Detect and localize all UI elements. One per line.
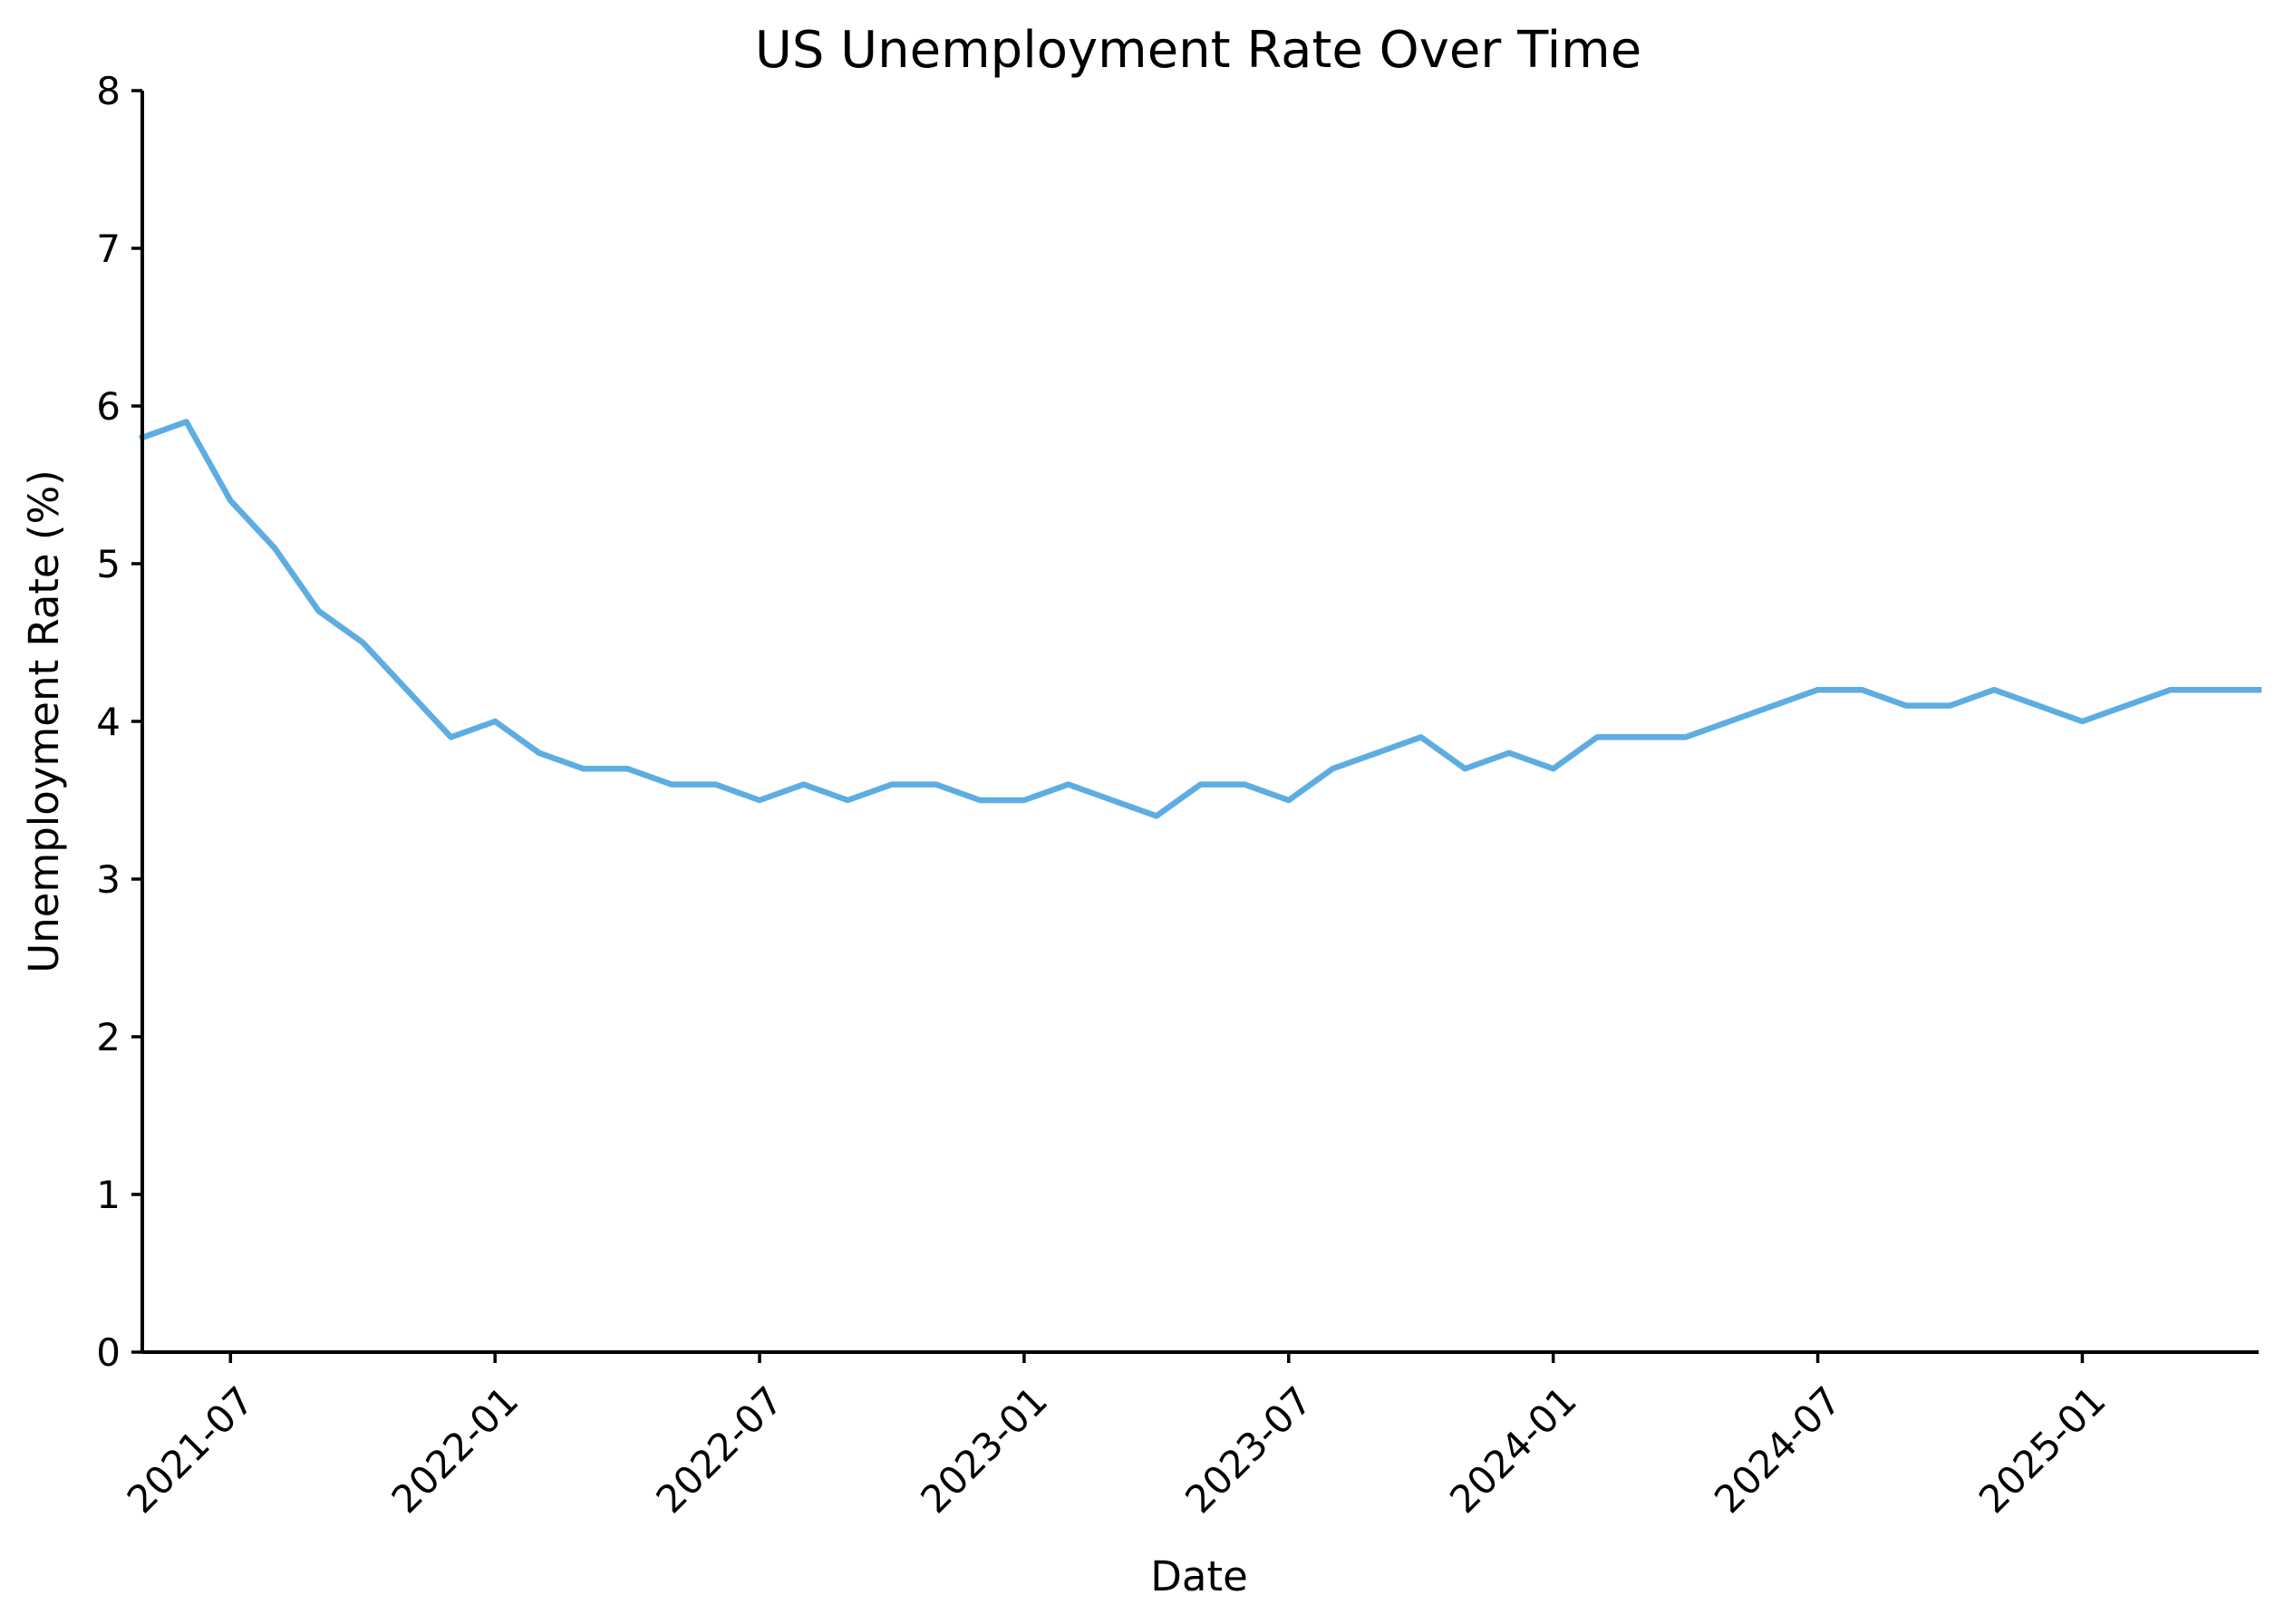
y-tick-label: 5 — [96, 542, 121, 586]
y-tick-label: 7 — [96, 227, 121, 271]
chart-title: US Unemployment Rate Over Time — [755, 21, 1641, 80]
x-tick-label: 2023-01 — [912, 1378, 1056, 1522]
x-tick-label: 2024-01 — [1441, 1378, 1585, 1522]
x-tick-label: 2023-07 — [1176, 1378, 1321, 1522]
y-tick-label: 8 — [96, 69, 121, 113]
x-tick-label: 2022-01 — [383, 1378, 528, 1522]
y-axis-ticks: 0 1 2 3 4 5 6 7 8 — [96, 69, 142, 1375]
x-tick-label: 2024-07 — [1706, 1378, 1850, 1522]
x-axis-ticks: 2021-07 2022-01 2022-07 2023-01 2023-07 2024-… — [119, 1352, 2115, 1522]
plot-area — [138, 419, 2262, 819]
y-axis-label: Unemployment Rate (%) — [20, 469, 68, 973]
y-tick-label: 2 — [96, 1015, 121, 1059]
series-line — [138, 419, 2262, 819]
x-tick-label: 2021-07 — [119, 1378, 263, 1522]
y-tick-label: 0 — [96, 1330, 121, 1375]
y-tick-label: 6 — [96, 384, 121, 429]
y-tick-label: 4 — [96, 700, 121, 744]
x-tick-label: 2022-07 — [647, 1378, 791, 1522]
x-tick-label: 2025-01 — [1970, 1378, 2115, 1522]
y-tick-label: 3 — [96, 857, 121, 902]
y-tick-label: 1 — [96, 1173, 121, 1217]
x-axis-label: Date — [1150, 1552, 1248, 1600]
